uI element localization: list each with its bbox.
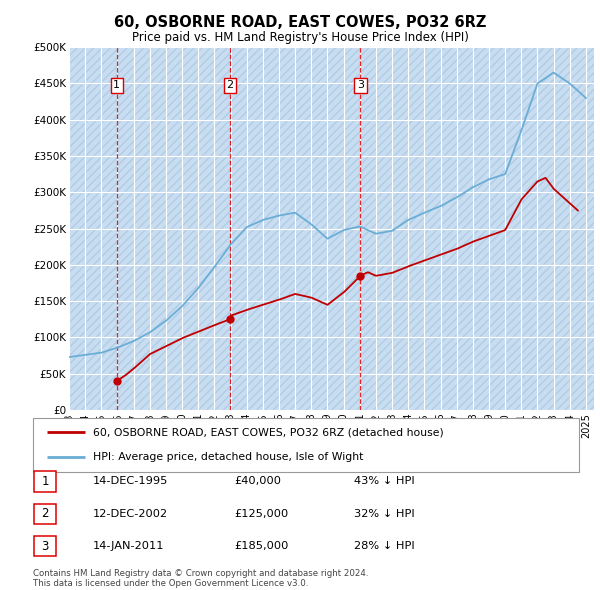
Text: 14-JAN-2011: 14-JAN-2011 xyxy=(93,542,164,551)
Text: 28% ↓ HPI: 28% ↓ HPI xyxy=(354,542,415,551)
Text: 1: 1 xyxy=(41,475,49,488)
Text: £185,000: £185,000 xyxy=(234,542,289,551)
Text: 14-DEC-1995: 14-DEC-1995 xyxy=(93,477,169,486)
Text: 32% ↓ HPI: 32% ↓ HPI xyxy=(354,509,415,519)
Text: £40,000: £40,000 xyxy=(234,477,281,486)
Text: 3: 3 xyxy=(357,80,364,90)
Text: 60, OSBORNE ROAD, EAST COWES, PO32 6RZ: 60, OSBORNE ROAD, EAST COWES, PO32 6RZ xyxy=(114,15,486,30)
Text: 3: 3 xyxy=(41,540,49,553)
Text: 12-DEC-2002: 12-DEC-2002 xyxy=(93,509,168,519)
Text: HPI: Average price, detached house, Isle of Wight: HPI: Average price, detached house, Isle… xyxy=(93,453,364,463)
Text: 2: 2 xyxy=(226,80,233,90)
Text: Contains HM Land Registry data © Crown copyright and database right 2024.
This d: Contains HM Land Registry data © Crown c… xyxy=(33,569,368,588)
Text: Price paid vs. HM Land Registry's House Price Index (HPI): Price paid vs. HM Land Registry's House … xyxy=(131,31,469,44)
Text: 60, OSBORNE ROAD, EAST COWES, PO32 6RZ (detached house): 60, OSBORNE ROAD, EAST COWES, PO32 6RZ (… xyxy=(93,427,444,437)
Text: 2: 2 xyxy=(41,507,49,520)
Text: 43% ↓ HPI: 43% ↓ HPI xyxy=(354,477,415,486)
Text: £125,000: £125,000 xyxy=(234,509,288,519)
Text: 1: 1 xyxy=(113,80,121,90)
